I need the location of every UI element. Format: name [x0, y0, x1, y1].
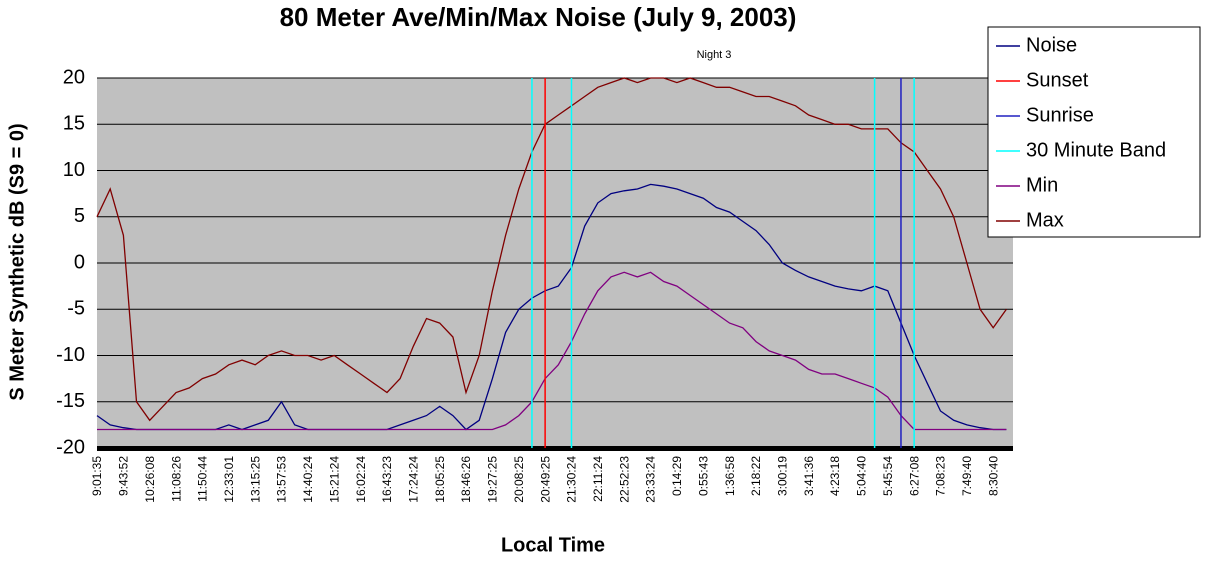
legend-label: Max	[1026, 209, 1064, 231]
legend-box	[987, 26, 1201, 238]
x-tick-label: 8:30:40	[986, 456, 1000, 496]
x-tick-label: 9:43:52	[117, 456, 131, 496]
x-tick-label: 7:08:23	[934, 456, 948, 496]
x-tick-label: 5:45:54	[881, 456, 895, 496]
y-tick-label: -20	[56, 436, 85, 458]
x-tick-label: 7:49:40	[960, 456, 974, 496]
x-tick-label: 3:00:19	[776, 456, 790, 496]
x-tick-label: 4:23:18	[828, 456, 842, 496]
y-tick-label: -10	[56, 344, 85, 366]
x-tick-label: 13:15:25	[248, 456, 262, 503]
series-line	[96, 183, 1007, 431]
x-axis	[97, 446, 1013, 451]
legend-label: Noise	[1026, 34, 1077, 56]
x-tick-label: 2:18:22	[749, 456, 763, 496]
x-tick-label: 16:02:24	[354, 456, 368, 503]
x-tick-label: 23:33:24	[644, 456, 658, 503]
x-tick-label: 22:52:23	[617, 456, 631, 503]
x-tick-label: 11:50:44	[196, 456, 210, 502]
x-tick-label: 16:43:23	[380, 456, 394, 503]
x-tick-label: 0:55:43	[696, 456, 710, 496]
legend-label: Min	[1026, 174, 1058, 196]
y-tick-label: -5	[67, 298, 85, 320]
legend-label: Sunset	[1026, 69, 1089, 91]
x-tick-label: 15:21:24	[327, 456, 341, 503]
y-tick-label: -15	[56, 390, 85, 412]
y-tick-label: 15	[63, 113, 85, 135]
x-tick-label: 12:33:01	[222, 456, 236, 503]
x-tick-label: 11:08:26	[169, 456, 183, 502]
x-tick-label: 18:05:25	[433, 456, 447, 503]
x-axis-label: Local Time	[501, 534, 605, 556]
chart-subtitle: Night 3	[697, 49, 732, 61]
x-tick-label: 6:27:08	[907, 456, 921, 496]
x-tick-label: 14:40:24	[301, 456, 315, 503]
legend-label: 30 Minute Band	[1026, 139, 1166, 161]
x-tick-label: 19:27:25	[486, 456, 500, 503]
x-tick-label: 10:26:08	[143, 456, 157, 503]
x-tick-label: 22:11:24	[591, 456, 605, 502]
x-tick-label: 5:04:40	[855, 456, 869, 496]
y-axis-label: S Meter Synthetic dB (S9 = 0)	[6, 123, 28, 400]
y-tick-label: 5	[74, 205, 85, 227]
y-tick-label: 20	[63, 66, 85, 88]
x-tick-label: 20:08:25	[512, 456, 526, 503]
legend-label: Sunrise	[1026, 104, 1094, 126]
x-tick-label: 9:01:35	[90, 456, 104, 496]
x-tick-label: 20:49:25	[538, 456, 552, 503]
series-line	[96, 77, 1007, 422]
x-tick-label: 1:36:58	[723, 456, 737, 496]
x-tick-label: 13:57:53	[275, 456, 289, 503]
x-tick-label: 21:30:24	[565, 456, 579, 503]
series-line	[97, 271, 1007, 431]
y-tick-label: 0	[74, 251, 85, 273]
x-tick-label: 18:46:26	[459, 456, 473, 503]
x-tick-label: 17:24:24	[406, 456, 420, 503]
chart-title: 80 Meter Ave/Min/Max Noise (July 9, 2003…	[280, 2, 797, 32]
y-tick-label: 10	[63, 159, 85, 181]
x-tick-label: 0:14:29	[670, 456, 684, 496]
x-tick-label: 3:41:36	[802, 456, 816, 496]
